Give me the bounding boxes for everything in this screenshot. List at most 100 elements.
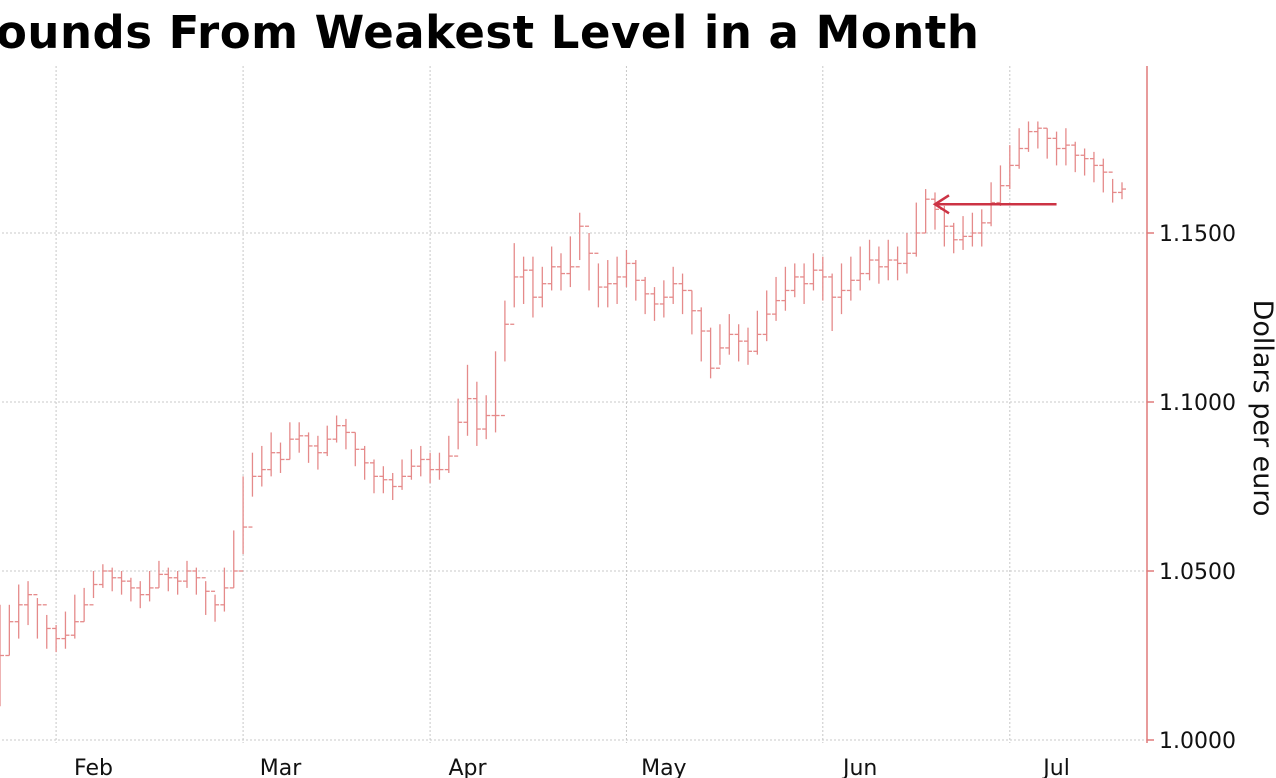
price-bar xyxy=(183,560,191,588)
price-bar xyxy=(482,395,491,440)
price-bar xyxy=(192,567,201,595)
price-bar xyxy=(98,564,107,588)
price-bar xyxy=(706,327,715,379)
x-tick-labels: Feb Mar Apr May Jun Jul xyxy=(74,756,1070,778)
annotation-arrow xyxy=(932,194,1057,215)
price-bar xyxy=(1005,145,1014,190)
price-bar xyxy=(257,445,266,487)
price-bar xyxy=(678,273,687,315)
price-bar xyxy=(5,604,14,657)
price-bar xyxy=(1080,148,1089,176)
y-tick-labels: 1.1500 1.1000 1.0500 1.0000 xyxy=(1147,222,1236,754)
price-bar xyxy=(1033,121,1042,149)
price-bar xyxy=(575,212,584,268)
price-bar xyxy=(566,236,575,288)
price-bar xyxy=(1118,182,1126,200)
price-bar xyxy=(1024,121,1033,152)
x-tick-label: Jul xyxy=(1041,756,1070,778)
price-bar xyxy=(1108,171,1117,203)
price-bar xyxy=(528,256,537,318)
price-bar xyxy=(0,604,4,707)
price-bar xyxy=(145,571,154,602)
x-tick-label: Jun xyxy=(841,756,877,778)
price-bar xyxy=(893,246,902,281)
price-bar xyxy=(24,581,33,626)
price-bar xyxy=(276,442,285,473)
price-bar xyxy=(977,209,986,247)
price-bar xyxy=(687,289,696,335)
price-bar xyxy=(585,225,594,291)
price-bar xyxy=(80,587,89,623)
price-bar xyxy=(248,452,257,528)
price-bar xyxy=(370,459,378,494)
price-bar xyxy=(519,256,528,304)
price-bar xyxy=(715,324,724,369)
price-bar xyxy=(313,435,322,470)
price-bar xyxy=(491,351,500,433)
price-bar xyxy=(52,625,61,653)
price-bar xyxy=(285,422,294,461)
x-tick-label: Feb xyxy=(74,756,113,778)
arrow-head xyxy=(932,194,950,215)
price-bar xyxy=(229,530,238,589)
price-bar xyxy=(865,239,874,281)
price-bar xyxy=(70,594,79,639)
price-bar xyxy=(341,418,350,450)
price-bar xyxy=(650,287,659,321)
price-bar xyxy=(772,276,781,321)
grid-lines xyxy=(0,66,1147,743)
price-bar xyxy=(884,239,893,281)
price-bar xyxy=(454,398,463,457)
price-bar xyxy=(136,581,145,609)
price-bar xyxy=(968,212,977,247)
price-bar xyxy=(753,310,762,355)
price-bar xyxy=(220,567,229,612)
price-bar xyxy=(388,472,397,501)
price-bar xyxy=(856,246,865,291)
price-bar xyxy=(463,364,472,436)
price-bar xyxy=(360,445,369,480)
price-bar xyxy=(1043,127,1052,159)
price-bar xyxy=(33,594,42,639)
price-bar xyxy=(744,327,752,365)
price-bar xyxy=(126,577,135,602)
price-bar xyxy=(697,307,706,362)
price-bar xyxy=(996,165,1005,206)
price-bar xyxy=(762,290,771,342)
price-bar xyxy=(931,192,939,230)
price-bar xyxy=(239,476,248,572)
price-bar xyxy=(1071,141,1080,173)
price-bar xyxy=(1099,158,1108,193)
price-bar xyxy=(818,256,827,301)
price-bar xyxy=(846,256,855,301)
price-bar xyxy=(426,452,435,484)
price-bar xyxy=(837,263,846,315)
price-bar xyxy=(398,459,407,490)
price-bar xyxy=(510,243,519,325)
price-bar xyxy=(594,252,603,308)
price-bar xyxy=(61,611,70,649)
x-tick-label: Apr xyxy=(448,756,487,778)
price-bar xyxy=(14,584,23,639)
price-bar xyxy=(201,577,210,615)
y-tick-label: 1.0000 xyxy=(1159,729,1236,754)
price-bar xyxy=(790,263,799,298)
price-bar xyxy=(725,314,734,355)
y-tick-label: 1.1500 xyxy=(1159,222,1236,247)
price-bar xyxy=(435,452,444,480)
price-bar xyxy=(379,466,388,494)
price-bar xyxy=(267,432,276,477)
price-bar xyxy=(444,435,453,473)
price-bar xyxy=(734,324,743,362)
price-bar xyxy=(173,571,182,595)
price-bar xyxy=(902,233,911,274)
price-bar xyxy=(921,189,930,234)
price-bar xyxy=(959,216,968,250)
price-bar xyxy=(1052,131,1061,166)
price-bar xyxy=(154,560,163,589)
price-bar xyxy=(164,567,173,592)
price-bar xyxy=(407,449,416,480)
price-bar xyxy=(500,300,509,417)
y-tick-label: 1.1000 xyxy=(1159,391,1236,416)
